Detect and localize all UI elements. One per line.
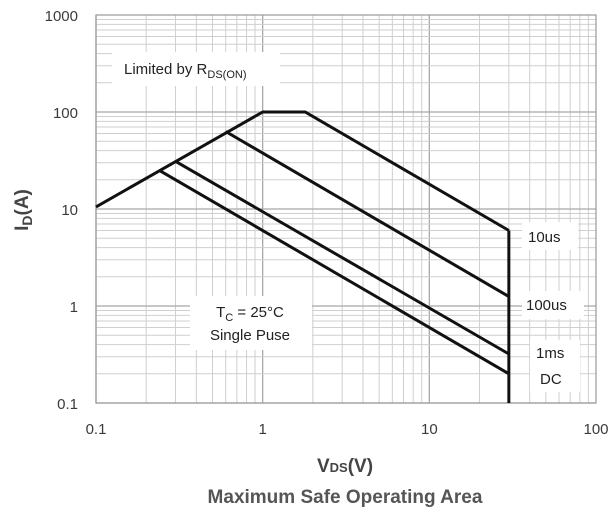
chart-title: Maximum Safe Operating Area (208, 487, 483, 508)
x-tick-label: 1 (258, 421, 266, 438)
series-10us (96, 112, 509, 231)
x-tick-label: 10 (421, 421, 438, 438)
x-tick-label: 0.1 (86, 421, 107, 438)
curve-labels: 10us 100us 1ms DC (522, 222, 584, 392)
x-tick-label: 100 (583, 421, 608, 438)
series-lines (96, 112, 509, 403)
label-dc: DC (540, 371, 562, 388)
conditions-annotation-box: TC = 25°C Single Puse (190, 296, 312, 350)
label-100us: 100us (526, 297, 567, 314)
y-tick-label: 100 (53, 105, 78, 122)
pulse-annotation: Single Puse (210, 327, 290, 344)
label-1ms: 1ms (536, 345, 564, 362)
label-10us: 10us (528, 229, 561, 246)
y-tick-label: 10 (61, 202, 78, 219)
x-axis-label: VDS(V) (317, 456, 373, 477)
rds-annotation-box: Limited by RDS(ON) (112, 52, 280, 86)
y-tick-label: 1000 (45, 8, 78, 25)
y-tick-label: 1 (70, 299, 78, 316)
y-axis-label: ID(A) (12, 189, 35, 231)
y-tick-label: 0.1 (57, 396, 78, 413)
